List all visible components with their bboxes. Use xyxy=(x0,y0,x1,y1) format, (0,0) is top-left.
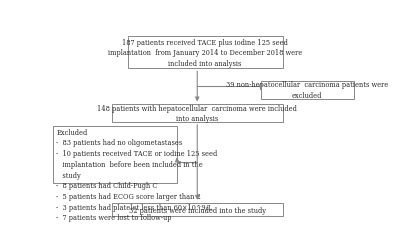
FancyBboxPatch shape xyxy=(112,105,282,122)
Text: 32 patients were included into the study: 32 patients were included into the study xyxy=(129,206,266,214)
FancyBboxPatch shape xyxy=(53,126,177,183)
Text: Excluded
-  83 patients had no oligometastases
-  10 patients received TACE or i: Excluded - 83 patients had no oligometas… xyxy=(56,128,218,222)
Text: 187 patients received TACE plus iodine 125 seed
implantation  from January 2014 : 187 patients received TACE plus iodine 1… xyxy=(108,38,302,68)
FancyBboxPatch shape xyxy=(261,82,354,99)
FancyBboxPatch shape xyxy=(128,37,282,69)
Text: 148 patients with hepatocellular  carcinoma were included
into analysis: 148 patients with hepatocellular carcino… xyxy=(97,104,297,123)
Text: 39 non-hepatocellular  carcinoma patients were
excluded: 39 non-hepatocellular carcinoma patients… xyxy=(226,81,388,100)
FancyBboxPatch shape xyxy=(112,203,282,216)
